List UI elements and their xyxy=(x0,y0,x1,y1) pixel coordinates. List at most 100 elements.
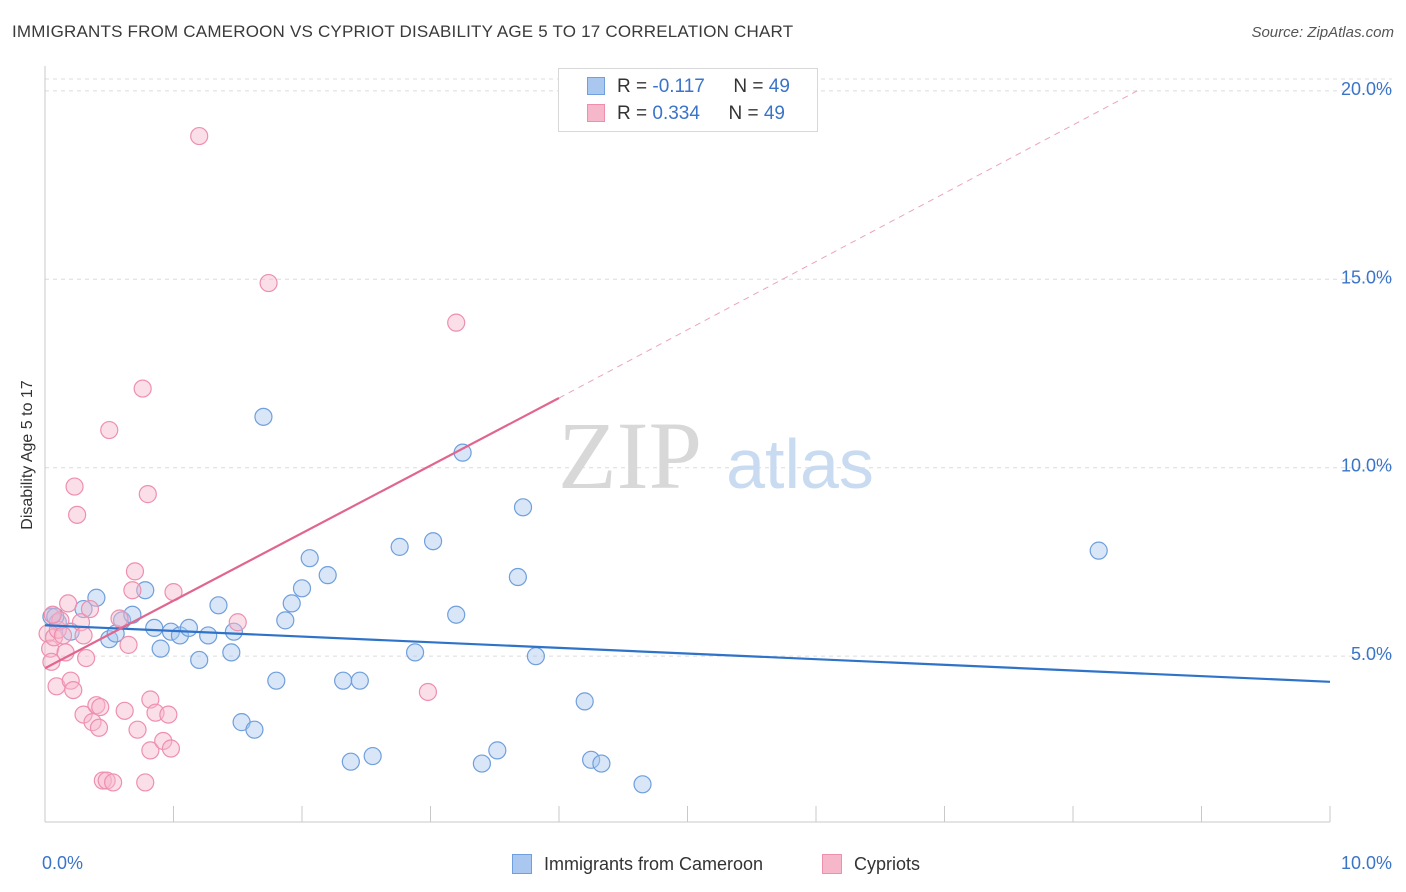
point-cypriot xyxy=(154,731,173,751)
legend-n-label: N = xyxy=(733,76,769,97)
point-cameroon xyxy=(575,692,594,711)
point-cypriot xyxy=(91,697,110,717)
legend-label-cameroon: Immigrants from Cameroon xyxy=(544,854,764,874)
point-cameroon xyxy=(199,626,218,645)
legend-label-cypriots: Cypriots xyxy=(854,854,921,874)
point-cypriot xyxy=(161,739,181,758)
y-tick-label: 10.0% xyxy=(1341,456,1392,476)
point-cameroon xyxy=(350,671,369,690)
point-cypriot xyxy=(53,626,73,645)
point-cameroon xyxy=(633,775,652,794)
grid-lines xyxy=(45,78,1392,657)
point-cypriot xyxy=(447,313,466,332)
point-cypriot xyxy=(128,720,147,739)
point-cameroon xyxy=(318,566,337,585)
legend-swatch-pink xyxy=(587,104,605,122)
trendline-cameroon xyxy=(44,624,1331,683)
legend-r-value: 0.334 xyxy=(652,103,700,124)
point-cypriot xyxy=(100,420,119,440)
point-cameroon xyxy=(488,741,507,760)
point-cypriot xyxy=(43,605,62,624)
tick-labels: 5.0% 10.0% 15.0% 20.0% 0.0% 10.0% xyxy=(42,79,1392,873)
data-points xyxy=(38,126,1108,794)
point-cameroon xyxy=(145,618,164,638)
x-tick-label: 10.0% xyxy=(1341,853,1392,873)
legend-r-label: R = xyxy=(617,103,653,124)
trendline-cypriots xyxy=(44,397,560,670)
source-label: Source: ZipAtlas.com xyxy=(1251,24,1394,41)
point-cypriot xyxy=(64,680,83,700)
point-cameroon xyxy=(423,532,443,551)
legend-swatch-blue xyxy=(587,77,605,95)
point-cameroon xyxy=(472,754,491,773)
point-cypriot xyxy=(41,639,60,658)
point-cypriot xyxy=(259,273,278,293)
point-cameroon xyxy=(405,643,425,662)
legend-swatch-pink xyxy=(822,854,842,874)
point-cameroon xyxy=(222,643,241,662)
point-cypriot xyxy=(89,718,109,737)
legend-n-value: 49 xyxy=(763,103,785,124)
legend-n-label: N = xyxy=(728,103,764,124)
legend-n-value: 49 xyxy=(768,76,790,97)
y-tick-label: 5.0% xyxy=(1351,644,1392,664)
point-cypriot xyxy=(138,485,157,504)
point-cameroon xyxy=(267,671,286,690)
point-cypriot xyxy=(77,648,96,668)
trend-lines xyxy=(44,90,1331,683)
point-cameroon xyxy=(508,567,527,587)
point-cypriot xyxy=(125,562,145,581)
point-cypriot xyxy=(80,599,100,619)
point-cameroon xyxy=(341,752,360,771)
chart-title: IMMIGRANTS FROM CAMEROON VS CYPRIOT DISA… xyxy=(12,22,794,41)
y-axis-label: Disability Age 5 to 17 xyxy=(19,380,36,530)
point-cameroon xyxy=(526,647,545,666)
correlation-legend: R = -0.117 N = 49 R = 0.334 N = 49 xyxy=(558,68,818,132)
point-cameroon xyxy=(179,618,199,638)
point-cameroon xyxy=(300,549,319,568)
point-cypriot xyxy=(190,126,209,146)
point-cameroon xyxy=(513,498,533,517)
series-legend: Immigrants from Cameroon Cypriots xyxy=(0,850,1406,880)
point-cameroon xyxy=(1089,541,1108,560)
point-cypriot xyxy=(228,613,247,632)
point-cypriot xyxy=(119,635,138,654)
y-tick-label: 20.0% xyxy=(1341,79,1392,99)
legend-r-value: -0.117 xyxy=(652,76,705,97)
point-cypriot xyxy=(133,379,152,398)
point-cypriot xyxy=(159,705,178,724)
point-cypriot xyxy=(115,701,134,720)
watermark-zip: ZIP xyxy=(558,402,702,509)
point-cameroon xyxy=(136,581,155,600)
watermark: ZIP atlas xyxy=(558,402,874,509)
point-cameroon xyxy=(582,750,601,769)
point-cameroon xyxy=(447,605,466,624)
y-tick-label: 15.0% xyxy=(1341,267,1392,287)
watermark-atlas: atlas xyxy=(726,425,874,503)
axes xyxy=(44,66,1331,823)
point-cameroon xyxy=(292,579,312,598)
point-cameroon xyxy=(190,650,209,670)
point-cameroon xyxy=(87,588,106,607)
point-cameroon xyxy=(334,671,353,690)
point-cameroon xyxy=(592,754,611,773)
point-cypriot xyxy=(65,477,84,496)
legend-r-label: R = xyxy=(617,76,653,97)
point-cypriot xyxy=(418,682,438,702)
point-cypriot xyxy=(97,771,116,790)
point-cameroon xyxy=(245,720,264,739)
point-cypriot xyxy=(59,594,78,613)
point-cameroon xyxy=(209,596,228,615)
point-cameroon xyxy=(254,407,273,426)
trendline-cypriots-extension xyxy=(558,90,1138,399)
legend-swatch-blue xyxy=(512,854,532,874)
point-cameroon xyxy=(276,611,295,630)
point-cameroon xyxy=(390,537,409,556)
point-cypriot xyxy=(123,581,142,600)
point-cameroon xyxy=(224,622,243,641)
x-tick-label: 0.0% xyxy=(42,853,83,873)
point-cypriot xyxy=(74,626,93,645)
point-cypriot xyxy=(104,773,123,792)
point-cameroon xyxy=(363,746,382,766)
